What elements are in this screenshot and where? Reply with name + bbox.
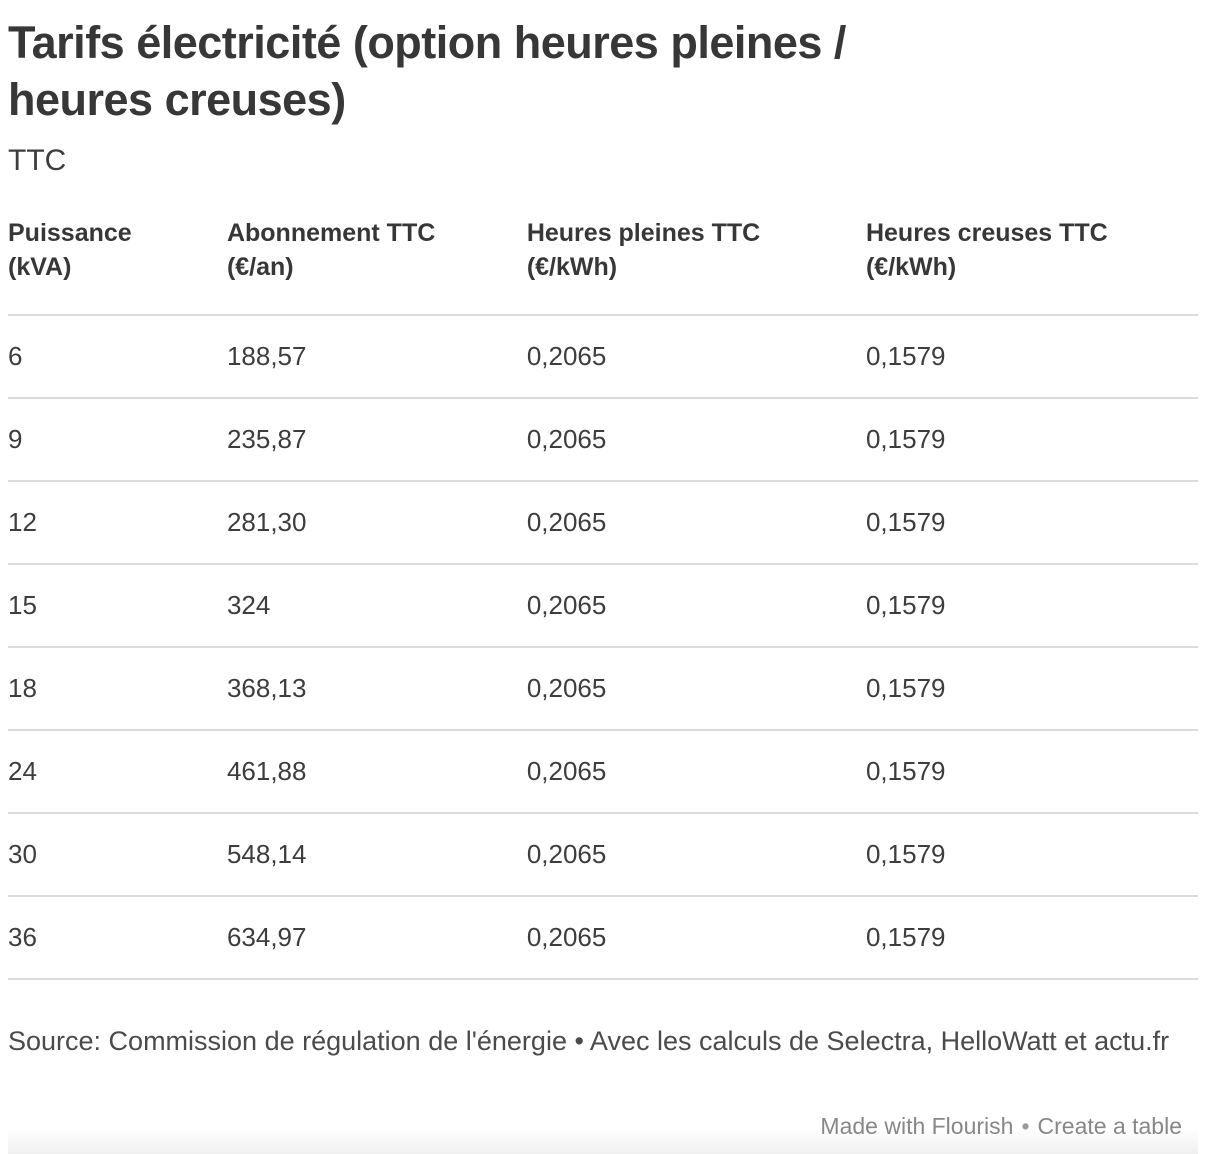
- cell-heures-creuses: 0,1579: [865, 730, 1198, 815]
- table-row: 36 634,97 0,2065 0,1579: [8, 896, 1198, 981]
- cell-puissance: 12: [8, 481, 227, 566]
- cell-puissance: 15: [8, 564, 227, 649]
- tariff-table: Puissance (kVA) Abonnement TTC (€/an) He…: [8, 216, 1198, 981]
- cell-heures-pleines: 0,2065: [526, 564, 866, 649]
- table-row: 12 281,30 0,2065 0,1579: [8, 481, 1198, 566]
- column-header-heures-pleines: Heures pleines TTC (€/kWh): [526, 216, 866, 317]
- table-container: Puissance (kVA) Abonnement TTC (€/an) He…: [8, 216, 1198, 981]
- chart-title: Tarifs électricité (option heures pleine…: [8, 17, 846, 126]
- cell-heures-pleines: 0,2065: [526, 896, 866, 981]
- flourish-credit-bar: Made with Flourish • Create a table: [8, 1097, 1198, 1154]
- column-header-heures-creuses: Heures creuses TTC (€/kWh): [865, 216, 1198, 317]
- cell-heures-pleines: 0,2065: [526, 398, 866, 483]
- cell-abonnement: 281,30: [226, 481, 527, 566]
- create-a-table-link[interactable]: Create a table: [1037, 1113, 1182, 1139]
- table-row: 9 235,87 0,2065 0,1579: [8, 398, 1198, 483]
- table-row: 24 461,88 0,2065 0,1579: [8, 730, 1198, 815]
- cell-abonnement: 235,87: [226, 398, 527, 483]
- table-row: 30 548,14 0,2065 0,1579: [8, 813, 1198, 898]
- cell-puissance: 9: [8, 398, 227, 483]
- cell-heures-creuses: 0,1579: [865, 564, 1198, 649]
- table-body: 6 188,57 0,2065 0,1579 9 235,87 0,2065 0…: [8, 315, 1198, 981]
- cell-heures-creuses: 0,1579: [865, 896, 1198, 981]
- cell-heures-pleines: 0,2065: [526, 315, 866, 400]
- cell-abonnement: 368,13: [226, 647, 527, 732]
- cell-abonnement: 324: [226, 564, 527, 649]
- column-header-abonnement: Abonnement TTC (€/an): [226, 216, 527, 317]
- table-row: 18 368,13 0,2065 0,1579: [8, 647, 1198, 732]
- cell-heures-pleines: 0,2065: [526, 730, 866, 815]
- cell-puissance: 24: [8, 730, 227, 815]
- table-row: 15 324 0,2065 0,1579: [8, 564, 1198, 649]
- cell-heures-pleines: 0,2065: [526, 647, 866, 732]
- column-header-puissance: Puissance (kVA): [8, 216, 227, 317]
- cell-puissance: 30: [8, 813, 227, 898]
- made-with-flourish-link[interactable]: Made with Flourish: [820, 1113, 1014, 1139]
- cell-puissance: 6: [8, 315, 227, 400]
- cell-abonnement: 461,88: [226, 730, 527, 815]
- table-header-row: Puissance (kVA) Abonnement TTC (€/an) He…: [8, 216, 1198, 317]
- cell-puissance: 36: [8, 896, 227, 981]
- cell-puissance: 18: [8, 647, 227, 732]
- chart-subtitle: TTC: [8, 144, 67, 178]
- cell-abonnement: 188,57: [226, 315, 527, 400]
- table-row: 6 188,57 0,2065 0,1579: [8, 315, 1198, 400]
- cell-abonnement: 634,97: [226, 896, 527, 981]
- cell-heures-creuses: 0,1579: [865, 315, 1198, 400]
- cell-heures-pleines: 0,2065: [526, 813, 866, 898]
- cell-heures-creuses: 0,1579: [865, 647, 1198, 732]
- header: Tarifs électricité (option heures pleine…: [8, 12, 1198, 178]
- cell-abonnement: 548,14: [226, 813, 527, 898]
- cell-heures-creuses: 0,1579: [865, 813, 1198, 898]
- source-note: Source: Commission de régulation de l'én…: [8, 1026, 1170, 1057]
- cell-heures-pleines: 0,2065: [526, 481, 866, 566]
- credit-separator: •: [1021, 1113, 1030, 1139]
- cell-heures-creuses: 0,1579: [865, 398, 1198, 483]
- cell-heures-creuses: 0,1579: [865, 481, 1198, 566]
